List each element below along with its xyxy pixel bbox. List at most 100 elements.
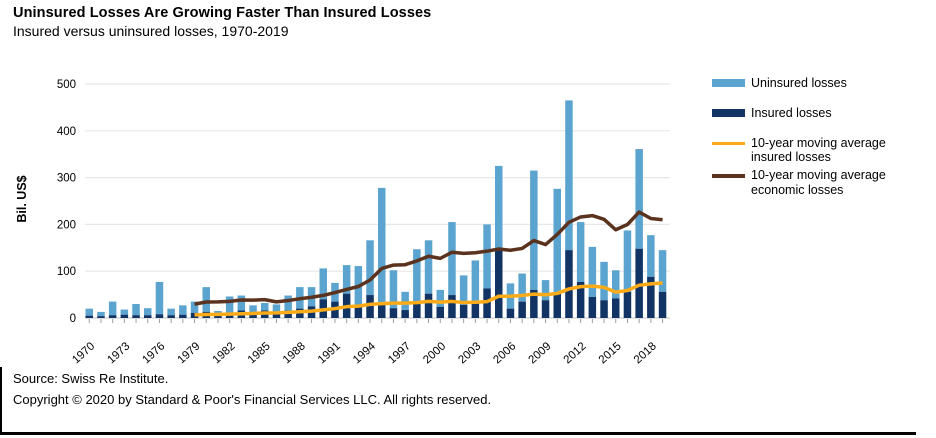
bar-insured-1986 [272,312,281,318]
bar-insured-1991 [331,301,339,318]
bar-uninsured-2018 [647,235,655,277]
bar-uninsured-1989 [307,287,316,307]
bar-insured-1987 [284,310,292,318]
bar-uninsured-1992 [342,265,351,294]
legend-label-uninsured: Uninsured losses [751,76,847,90]
bar-uninsured-2013 [588,246,597,297]
legend-swatch-uninsured [712,79,745,87]
bar-uninsured-2009 [541,280,550,301]
bar-uninsured-1995 [378,187,386,304]
bar-insured-2013 [588,296,597,318]
legend-item-insured: Insured losses [712,106,927,121]
bar-uninsured-2011 [565,100,573,251]
bar-uninsured-2012 [576,222,585,282]
bar-uninsured-1986 [272,304,281,313]
legend-swatch-insured [712,108,745,117]
x-tick-label-2006: 2006 [491,340,518,366]
x-tick-label-1994: 1994 [351,340,378,366]
bar-uninsured-1975 [144,308,152,316]
bar-insured-2016 [623,291,632,318]
y-tick-label-0: 0 [70,313,76,325]
x-tick-label-2015: 2015 [597,340,624,366]
bar-insured-1970 [85,315,93,318]
bar-insured-2001 [448,295,456,318]
bar-uninsured-1990 [319,268,327,300]
bar-uninsured-1996 [389,270,398,309]
bar-uninsured-2006 [506,283,515,309]
bar-uninsured-1977 [167,308,175,316]
bar-uninsured-1983 [237,295,246,311]
bar-insured-2003 [471,301,480,318]
bar-uninsured-2019 [658,250,667,292]
chart-legend: Uninsured losses Insured losses 10-year mo… [712,76,927,198]
bar-uninsured-1974 [132,303,140,316]
bar-uninsured-1988 [296,287,304,309]
line-ma-economic [194,210,663,306]
bar-insured-2000 [436,306,444,318]
bar-insured-1992 [342,293,351,318]
bar-insured-1998 [413,303,421,318]
bar-uninsured-2016 [623,230,632,292]
bar-insured-1980 [202,311,210,318]
bar-insured-1996 [389,308,398,318]
bar-insured-2011 [565,250,573,318]
bar-insured-2010 [553,293,561,318]
y-tick-label-300: 300 [57,173,76,185]
y-axis-title: Bil. US$ [15,175,29,223]
bar-insured-1974 [132,315,140,318]
bar-insured-1977 [167,315,175,318]
bar-uninsured-2014 [600,261,608,301]
bar-uninsured-2000 [436,289,444,307]
bar-uninsured-2010 [553,188,561,294]
bar-insured-1981 [214,314,222,318]
bar-insured-1982 [225,312,234,318]
bar-insured-1984 [249,312,257,318]
bar-insured-1978 [179,314,187,318]
bar-insured-2009 [541,300,550,318]
bar-insured-1983 [237,310,246,318]
line-ma-insured [194,281,663,317]
bar-uninsured-2005 [495,165,503,251]
y-tick-label-400: 400 [57,126,76,138]
source-note: Source: Swiss Re Institute. [13,371,169,386]
bar-insured-1999 [424,293,433,318]
bar-insured-2006 [506,308,515,318]
chart-subtitle: Insured versus uninsured losses, 1970-20… [13,23,289,39]
bar-insured-1979 [190,312,199,318]
bar-insured-1994 [366,295,374,318]
x-tick-label-1991: 1991 [316,340,343,366]
bar-uninsured-1976 [155,281,164,315]
bar-uninsured-1993 [354,266,363,305]
x-tick-label-1982: 1982 [211,340,238,366]
bar-insured-1972 [108,315,117,318]
bar-insured-2008 [530,289,538,318]
bar-uninsured-1970 [85,308,93,316]
bar-insured-1988 [296,308,304,318]
legend-label-ma_economic: 10-year moving average economic losses [751,168,886,197]
bar-insured-2004 [483,288,491,318]
bar-uninsured-2002 [459,275,468,305]
bar-uninsured-1980 [202,287,210,312]
x-tick-label-1985: 1985 [246,340,273,366]
bar-insured-2005 [495,250,503,318]
bar-uninsured-2008 [530,170,538,290]
bar-insured-2012 [576,281,585,318]
bar-insured-1985 [261,310,269,318]
bottom-border-line [0,432,916,435]
bar-uninsured-1984 [249,305,257,313]
bar-uninsured-2017 [635,149,643,249]
bar-uninsured-2007 [518,273,526,302]
legend-label-insured: Insured losses [751,105,832,120]
bar-uninsured-2004 [483,224,491,289]
bar-uninsured-1985 [261,303,269,311]
x-tick-label-2000: 2000 [421,340,448,366]
bar-uninsured-1991 [331,282,339,302]
x-tick-label-1970: 1970 [70,340,97,366]
bar-insured-1971 [97,316,105,318]
legend-swatch-ma_economic [712,174,745,178]
bar-uninsured-1971 [97,311,105,317]
bar-insured-2018 [647,276,655,318]
y-tick-label-200: 200 [57,219,76,231]
chart-title: Uninsured Losses Are Growing Faster Than… [13,5,432,21]
bar-insured-2002 [459,304,468,318]
